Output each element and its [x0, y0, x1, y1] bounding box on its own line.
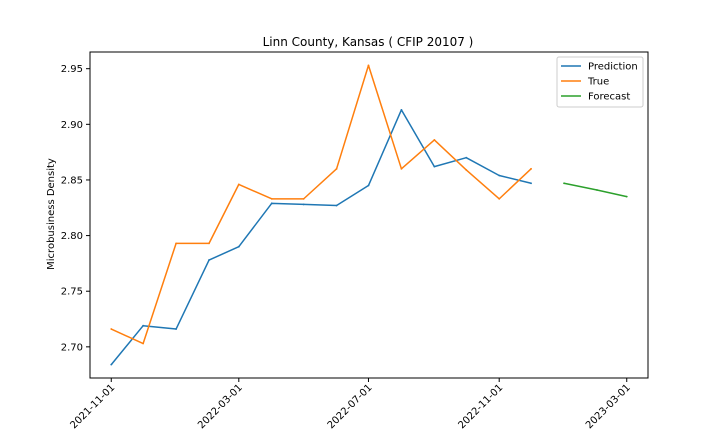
series-line-true: [110, 64, 532, 345]
data-point-prediction: [142, 324, 145, 327]
data-point-true: [433, 138, 436, 141]
data-point-prediction: [433, 165, 436, 168]
data-point-prediction: [237, 245, 240, 248]
data-point-prediction: [465, 156, 468, 159]
data-point-true: [142, 342, 145, 345]
data-point-prediction: [498, 174, 501, 177]
legend-box: [556, 56, 644, 108]
plot-frame: [89, 51, 649, 379]
y-tick-label: 2.85: [61, 175, 83, 186]
data-point-prediction: [302, 203, 305, 206]
data-point-true: [530, 167, 532, 170]
series-layer: [110, 64, 628, 366]
data-point-forecast: [596, 189, 598, 191]
data-point-true: [110, 328, 113, 330]
data-point-forecast: [625, 195, 628, 198]
data-point-true: [237, 183, 240, 186]
legend-label: Prediction: [588, 62, 638, 73]
data-point-forecast: [563, 182, 565, 185]
data-point-true: [208, 242, 210, 245]
data-point-prediction: [530, 182, 532, 185]
y-tick-label: 2.80: [61, 231, 83, 242]
data-point-true: [465, 169, 468, 171]
data-point-true: [400, 167, 403, 170]
y-axis-ticks: 2.70 2.75 2.80 2.85 2.90 2.95: [61, 64, 90, 353]
legend-label: True: [587, 77, 609, 88]
chart-title: Linn County, Kansas ( CFIP 20107 ): [263, 35, 474, 49]
data-point-prediction: [110, 363, 113, 366]
legend: Prediction True Forecast: [556, 56, 644, 108]
data-point-true: [270, 197, 273, 200]
data-point-prediction: [400, 108, 403, 111]
y-tick-label: 2.90: [61, 120, 83, 131]
data-point-true: [367, 64, 370, 67]
data-point-prediction: [208, 259, 210, 261]
data-point-prediction: [335, 204, 338, 207]
data-point-true: [302, 197, 305, 200]
data-point-prediction: [175, 328, 177, 330]
legend-label: Forecast: [588, 92, 630, 103]
y-axis-label: Microbusiness Density: [46, 158, 57, 270]
data-point-true: [335, 167, 338, 170]
data-point-true: [175, 242, 177, 245]
y-tick-label: 2.95: [61, 64, 83, 75]
data-point-true: [498, 197, 501, 200]
data-point-prediction: [367, 184, 370, 187]
y-tick-label: 2.75: [61, 287, 83, 298]
series-line-prediction: [110, 109, 532, 366]
y-tick-label: 2.70: [61, 342, 83, 353]
data-point-prediction: [270, 202, 273, 205]
